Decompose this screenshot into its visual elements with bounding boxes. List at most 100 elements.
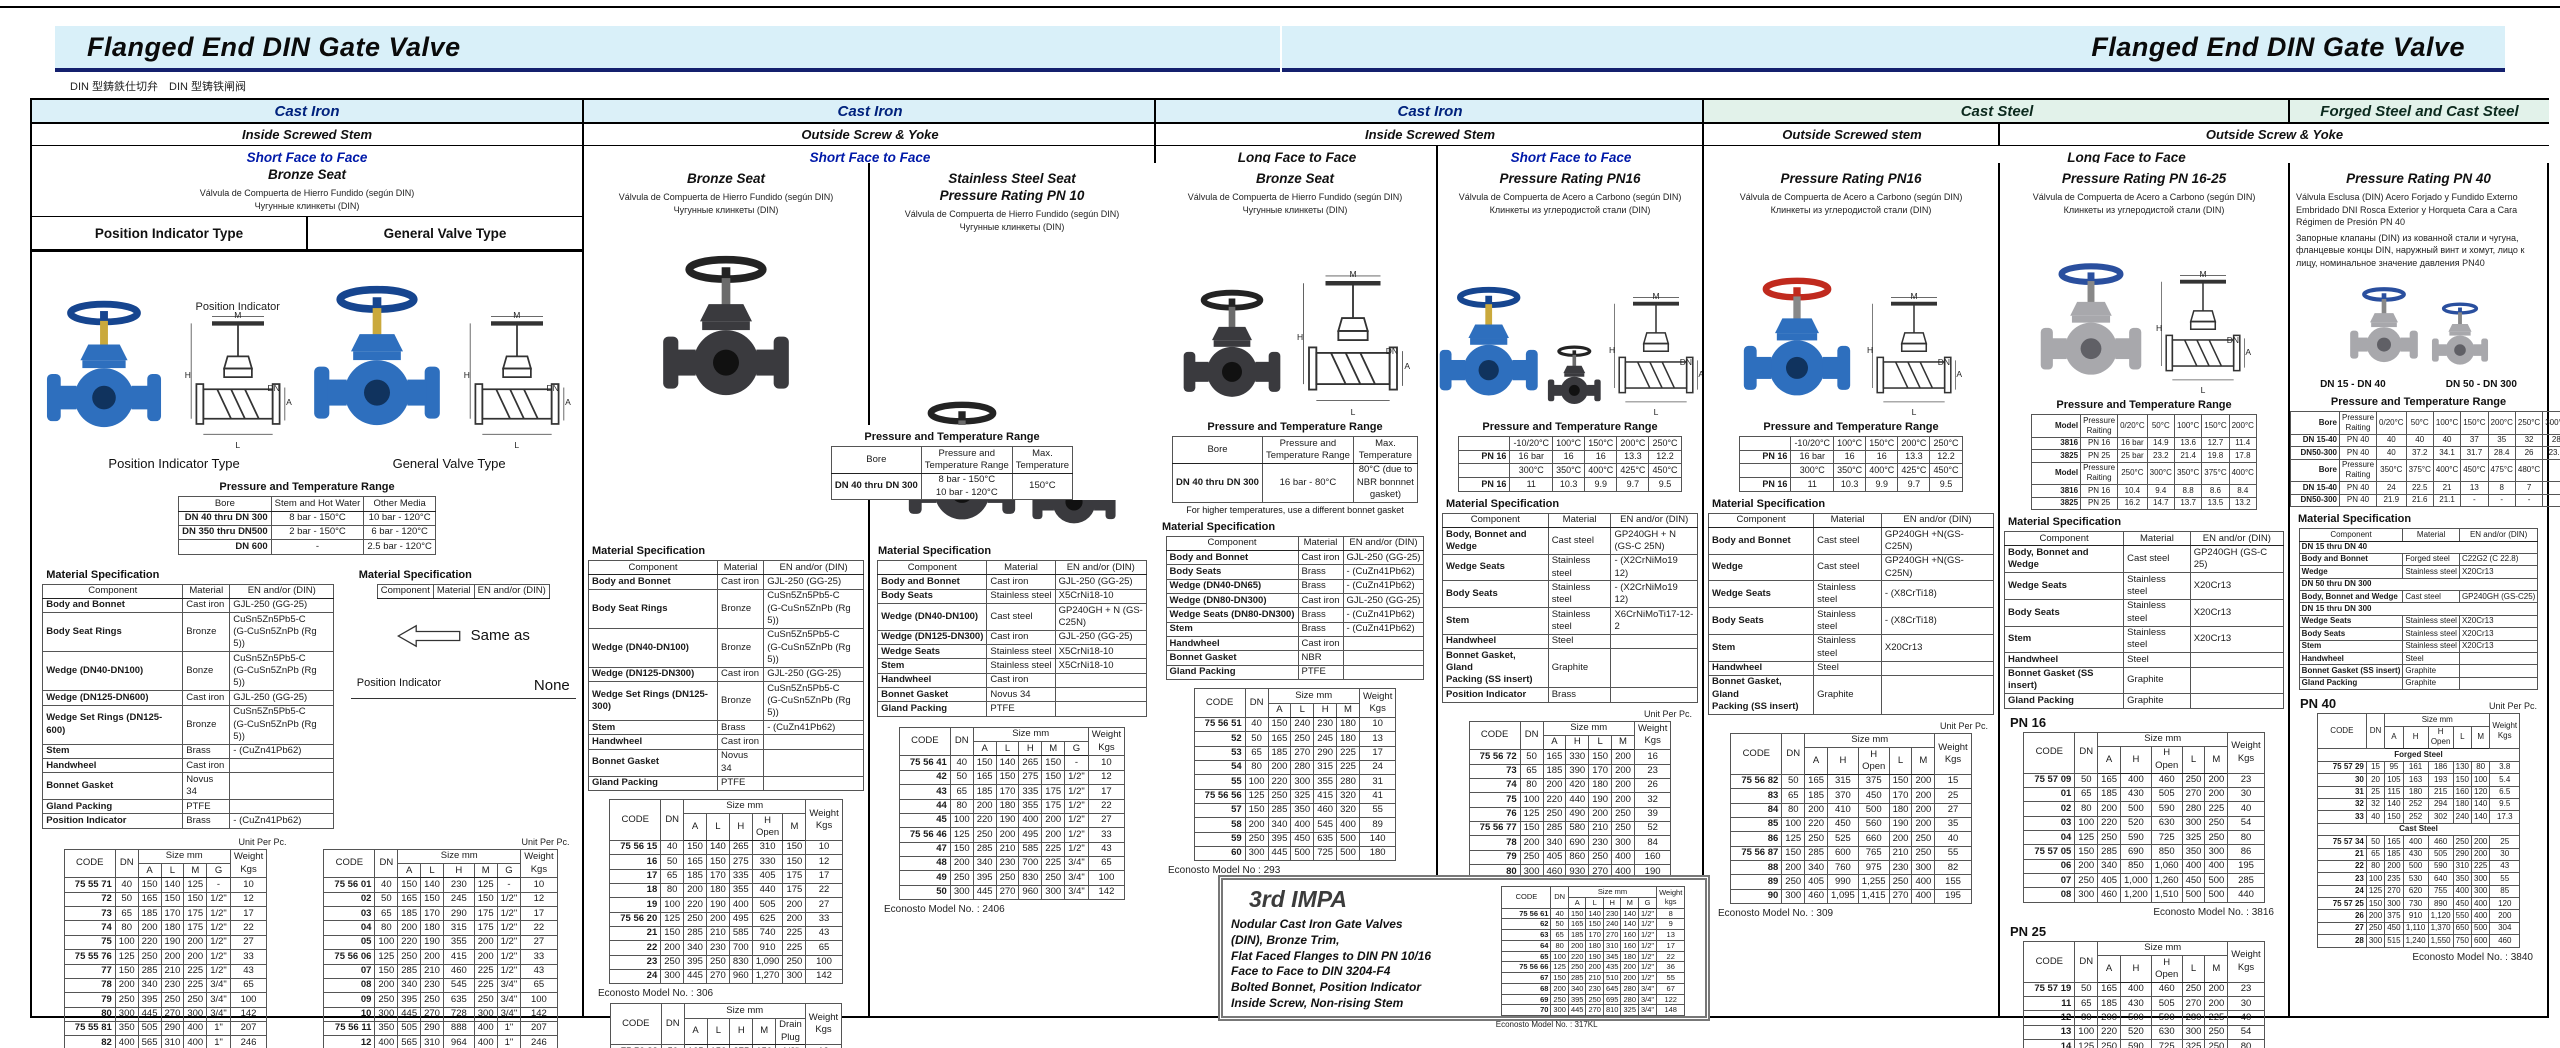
material-spec-title: Material Specification xyxy=(1712,497,1826,510)
dim-label-l: L xyxy=(2200,385,2206,395)
dimension-table-pn25: CODE DN Size mm Weight Kgs A H H Open L M 75 57 1… xyxy=(2000,940,2288,1048)
desc-ru: Чугунные клинкеты (DIN) xyxy=(959,221,1065,232)
seat-type-title: Bronze Seat xyxy=(686,171,766,186)
col7-description: Pressure Rating PN 16-25 Válvula de Comp… xyxy=(2000,163,2288,243)
position-indicator-none-row: Position Indicator None xyxy=(350,673,576,699)
dim-label-h: H xyxy=(1609,344,1616,355)
model-number: Econosto Model No. : 306 xyxy=(598,988,714,1000)
impa-line: Flat Faced Flanges to DIN PN 10/16 xyxy=(1231,948,1432,963)
page-title-left: Flanged End DIN Gate Valve xyxy=(87,31,461,62)
column-stainless-seat-pn10: Stainless Steel Seat Pressure Rating PN … xyxy=(868,163,1154,1016)
desc-ru: Клинкеты из углеродистой стали (DIN) xyxy=(1770,204,1932,215)
valve-diagram: M H DN A L xyxy=(1867,291,1962,417)
pressure-table: Bore Pressure and Temperature Range Max. T… xyxy=(1154,436,1436,503)
col4-images: M H DN A L xyxy=(1154,247,1436,417)
dim-label-a: A xyxy=(1956,369,1962,380)
material-table: Component Material EN and/or (DIN) DN 15 th… xyxy=(2294,528,2543,691)
desc-ru: Запорные клапаны (DIN) из кованной стали… xyxy=(2296,232,2525,268)
same-as-note: Same as xyxy=(351,623,576,649)
dim-label-dn: DN xyxy=(546,383,559,394)
valve-photo xyxy=(2349,285,2419,375)
model-number: Econosto Model No. : 309 xyxy=(1718,908,1834,920)
impa-line: Nodular Cast Iron Gate Valves xyxy=(1231,917,1403,931)
material-table: Component Material EN and/or (DIN) Body, Bo… xyxy=(2003,531,2285,709)
material-table: Component Material EN and/or (DIN) Body and… xyxy=(874,559,1150,717)
dimension-table: CODE DN Size mm Weight Kgs A H H Open L M Forged … xyxy=(2290,713,2547,948)
material-spec-block: Material Specification Component Material… xyxy=(38,563,338,829)
valve-diagram: M H DN A L xyxy=(1609,291,1704,417)
col5-description: Pressure Rating PN16 Válvula de Compuert… xyxy=(1438,163,1702,247)
band-material-2: Cast Iron xyxy=(582,100,1156,122)
material-spec-block-2: Material Specification Component Material… xyxy=(350,563,576,699)
same-as-label: Same as xyxy=(470,627,530,645)
dim-label-dn: DN xyxy=(267,383,280,394)
model-number: Econosto Model No : 293 xyxy=(1168,865,1281,877)
dim-label-m: M xyxy=(234,310,242,321)
gasket-note: For higher temperatures, use a different… xyxy=(1186,504,1404,515)
column-pn16-cast-steel: Pressure Rating PN16 Válvula de Compuert… xyxy=(1702,163,1998,1016)
model-number: Econosto Model No. : 3816 xyxy=(2153,906,2274,918)
band-stem-4: Outside Screwed stem xyxy=(1702,124,2000,145)
dim-label-l: L xyxy=(1911,407,1917,417)
impa-line: Face to Face to DIN 3204-F4 xyxy=(1231,964,1391,979)
header-bands: Cast Iron Cast Iron Cast Iron Cast Steel… xyxy=(30,98,2549,168)
desc-es: Válvula de Compuerta de Hierro Fundido (… xyxy=(618,192,834,202)
valve-photo xyxy=(1547,343,1602,415)
dim-label-a: A xyxy=(1404,360,1410,371)
unit-per-pc-label: Unit Per Pc. xyxy=(2488,701,2537,712)
pressure-rating-title: Pressure Rating PN 40 xyxy=(2346,171,2491,186)
col2-description: Bronze Seat Válvula de Compuerta de Hier… xyxy=(584,163,868,253)
desc-es: Válvula de Compuerta de Acero a Carbono … xyxy=(1739,192,1963,202)
material-table: Component Material EN and/or (DIN) Body and… xyxy=(587,559,864,791)
seat-type-title: Stainless Steel Seat xyxy=(948,171,1076,186)
band-material-5: Forged Steel and Cast Steel xyxy=(2288,100,2549,122)
dimension-table: CODE DN Size mm Weight Kgs A L H M G 75 56 41 40 15… xyxy=(870,726,1154,900)
valve-photo xyxy=(45,298,163,448)
pressure-table: Model Pressure Raiting 0/20°C 50°C 100°C 150°… xyxy=(2000,414,2288,511)
position-indicator-label: Position Indicator xyxy=(356,676,442,689)
material-table: Component Material EN and/or (DIN) Body and… xyxy=(1707,512,1995,715)
page-title-right: Flanged End DIN Gate Valve xyxy=(2091,31,2465,62)
pn40-label: PN 40 xyxy=(2300,696,2337,712)
material-spec-title: Material Specification xyxy=(2008,516,2122,529)
column-pn40-forged: Pressure Rating PN 40 Válvula Esclusa (D… xyxy=(2288,163,2560,1016)
band-face-5: Long Face to Face xyxy=(1702,146,2549,168)
col4-description: Bronze Seat Válvula de Compuerta de Hier… xyxy=(1154,163,1436,247)
column-cast-iron-iss: Bronze Seat Válvula de Compuerta de Hier… xyxy=(32,163,582,1048)
pressure-rating-title: Pressure Rating PN16 xyxy=(1780,171,1922,186)
pressure-range-title: Pressure and Temperature Range xyxy=(1482,421,1658,433)
pressure-table: -10/20°C 100°C 150°C 200°C 250°C PN 16 16 bar 1… xyxy=(1438,436,1702,492)
band-material-1: Cast Iron xyxy=(32,100,582,122)
pressure-rating-title: Pressure Rating PN 10 xyxy=(939,188,1085,203)
pressure-range-title: Pressure and Temperature Range xyxy=(1763,421,1939,433)
valve-diagram: M H DN A L xyxy=(185,310,292,450)
pressure-table: Bore Stem and Hot Water Other Media DN 40 t… xyxy=(32,496,582,555)
bore-range-small: DN 15 - DN 40 xyxy=(2320,379,2386,390)
col1-images: Position Indicator M H DN A L M H DN xyxy=(32,252,582,454)
pressure-table: Bore Pressure Raiting 0/20°C 50°C 100°C 150°C… xyxy=(2290,411,2560,508)
top-rule xyxy=(0,6,2560,8)
seat-type-title: Bronze Seat xyxy=(1255,171,1335,186)
dim-label-m: M xyxy=(1652,291,1660,301)
model-number: Econosto Model No. : 2406 xyxy=(884,903,1005,915)
dimension-table: CODE DN Size mm Weight Kgs A L H M 75 56 51 40 150… xyxy=(1154,688,1436,862)
unit-per-pc-label: Unit Per Pc. xyxy=(1643,708,1692,719)
unit-per-pc-label: Unit Per Pc. xyxy=(238,836,287,847)
valve-photo xyxy=(2431,301,2489,375)
title-bar-right: Flanged End DIN Gate Valve xyxy=(1282,26,2505,72)
dim-label-h: H xyxy=(2156,322,2163,333)
valve-photo xyxy=(2039,261,2143,393)
pressure-range-title: Pressure and Temperature Range xyxy=(1207,421,1383,433)
band-stem-2: Outside Screw & Yoke xyxy=(582,124,1156,145)
impa-line: Inside Screw, Non-rising Stem xyxy=(1231,996,1404,1011)
valve-diagram: M H DN A L xyxy=(2156,269,2251,395)
material-spec-title: Material Specification xyxy=(592,545,706,557)
dimension-table: CODE DN Size mm Weight Kgs A L H M G 75 56 01 40 15… xyxy=(302,848,580,1048)
valve-diagram: M H DN A L xyxy=(1297,269,1410,417)
band-face-2: Short Face to Face xyxy=(582,146,1156,168)
desc-ru: Клинкеты из углеродистой стали (DIN) xyxy=(1489,204,1651,215)
material-table: Component Material EN and/or (DIN) Body and… xyxy=(42,583,335,829)
impa-title: 3rd IMPA xyxy=(1249,886,1347,912)
impa-line: Bolted Bonnet, Position Indicator xyxy=(1231,980,1421,995)
